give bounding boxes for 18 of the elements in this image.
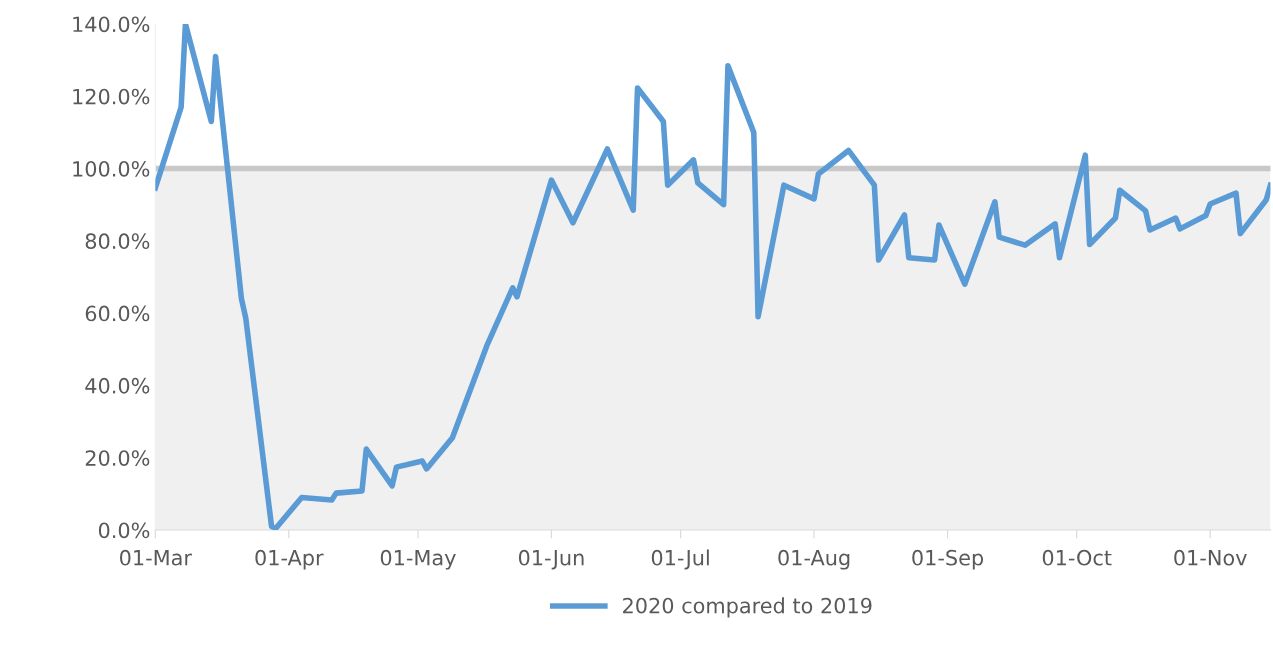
y-tick-label: 0.0% — [98, 522, 150, 539]
x-tick-label: 01-Sep — [912, 549, 984, 570]
x-tick-label: 01-Aug — [778, 549, 850, 570]
y-tick-label: 40.0% — [85, 377, 150, 394]
x-tick-label: 01-Mar — [120, 549, 192, 566]
y-tick-label: 60.0% — [85, 305, 150, 322]
y-tick-label: 20.0% — [85, 450, 150, 466]
y-tick-label: 140.0% — [73, 16, 150, 33]
x-tick-label: 01-Apr — [255, 549, 324, 570]
y-tick-label: 120.0% — [73, 88, 150, 105]
y-tick-label: 100.0% — [73, 160, 150, 177]
legend-label: 2020 compared to 2019 — [623, 597, 872, 618]
x-tick-label: 01-May — [380, 549, 456, 570]
x-tick-label: 01-Nov — [1174, 549, 1247, 566]
x-tick-label: 01-Jul — [651, 549, 709, 570]
x-tick-label: 01-Oct — [1042, 549, 1112, 566]
y-tick-label: 80.0% — [85, 233, 150, 250]
x-tick-label: 01-Jun — [518, 549, 584, 570]
